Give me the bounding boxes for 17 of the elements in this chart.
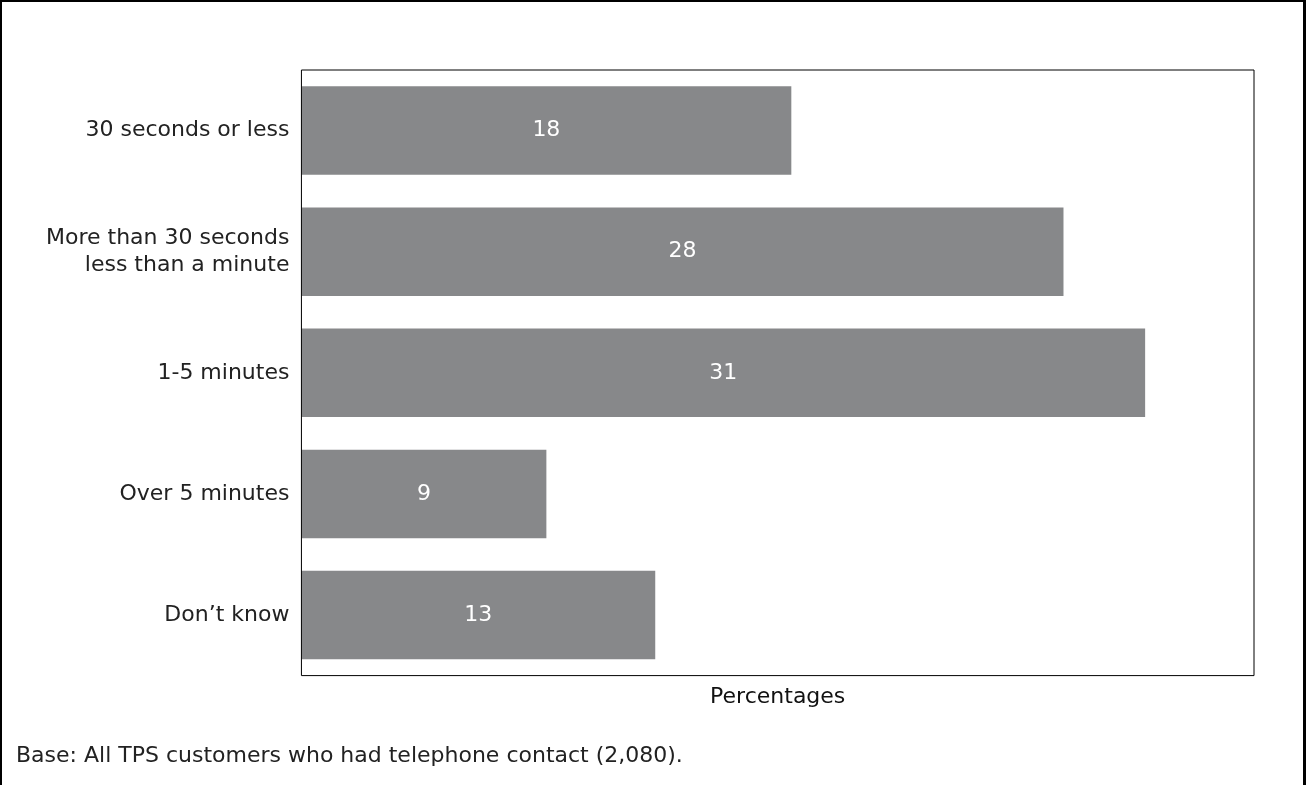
data-label: 13 <box>464 600 493 626</box>
bar <box>301 86 792 175</box>
bar <box>301 207 1064 296</box>
x-axis-title: Percentages <box>710 682 846 708</box>
y-tick-label: 30 seconds or less <box>85 116 290 142</box>
data-label: 18 <box>532 116 561 142</box>
y-tick-label: Don’t know <box>164 600 290 626</box>
y-tick-label: Over 5 minutes <box>119 479 290 505</box>
y-tick-label: 1-5 minutes <box>157 358 290 384</box>
bar <box>301 328 1146 418</box>
y-tick-label: More than 30 seconds less than a minute <box>45 224 290 276</box>
data-label: 9 <box>416 479 431 505</box>
data-label: 31 <box>709 358 738 384</box>
text: Base: All TPS customers who had telephone contact (2,080). <box>16 742 683 767</box>
data-label: 28 <box>668 237 697 263</box>
bar <box>301 570 656 660</box>
bar <box>301 449 547 539</box>
